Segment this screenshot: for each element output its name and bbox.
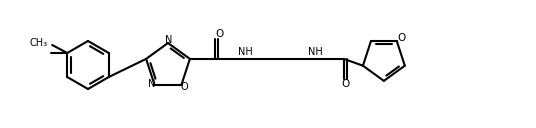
Text: O: O	[181, 82, 188, 92]
Text: N: N	[148, 79, 155, 89]
Text: O: O	[342, 79, 350, 89]
Text: O: O	[216, 29, 224, 39]
Text: NH: NH	[239, 47, 253, 57]
Text: N: N	[165, 35, 173, 45]
Text: CH₃: CH₃	[29, 38, 47, 48]
Text: NH: NH	[309, 47, 323, 57]
Text: O: O	[398, 33, 406, 43]
